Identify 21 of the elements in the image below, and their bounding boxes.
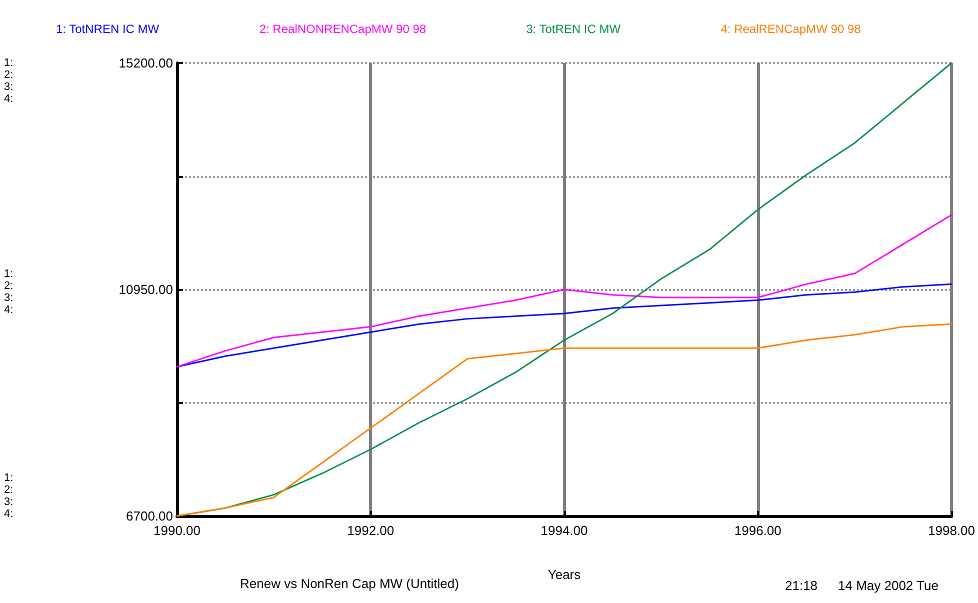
text: 1: 2: 3: 4:	[4, 57, 14, 105]
x-tick-label: 1996.00	[734, 523, 782, 538]
text: 2: RealNONRENCapMW 90 98	[259, 22, 426, 36]
x-axis-title: Years	[548, 567, 582, 582]
x-tick-label: 1994.00	[540, 523, 588, 538]
text: Renew vs NonRen Cap MW (Untitled)	[240, 576, 459, 591]
text: 1: TotNREN IC MW	[56, 22, 160, 36]
y-tick-label: 6700.00	[126, 508, 173, 524]
line-series	[176, 214, 952, 368]
x-tick-label: 1992.00	[347, 523, 394, 538]
text: 1: 2: 3: 4:	[4, 268, 14, 316]
text: 4: RealRENCapMW 90 98	[720, 22, 862, 36]
y-tick-label: 15200.00	[118, 56, 173, 70]
y-tick-label: 10950.00	[118, 282, 173, 297]
x-tick-label: 1990.00	[154, 523, 200, 538]
text: 14 May 2002 Tue	[838, 578, 938, 593]
text: 21:18	[785, 578, 818, 593]
x-tick-label: 1998.00	[928, 523, 976, 538]
text: 3: TotREN IC MW	[526, 22, 622, 36]
text: 1: 2: 3: 4:	[4, 472, 14, 520]
line-series	[176, 283, 952, 368]
